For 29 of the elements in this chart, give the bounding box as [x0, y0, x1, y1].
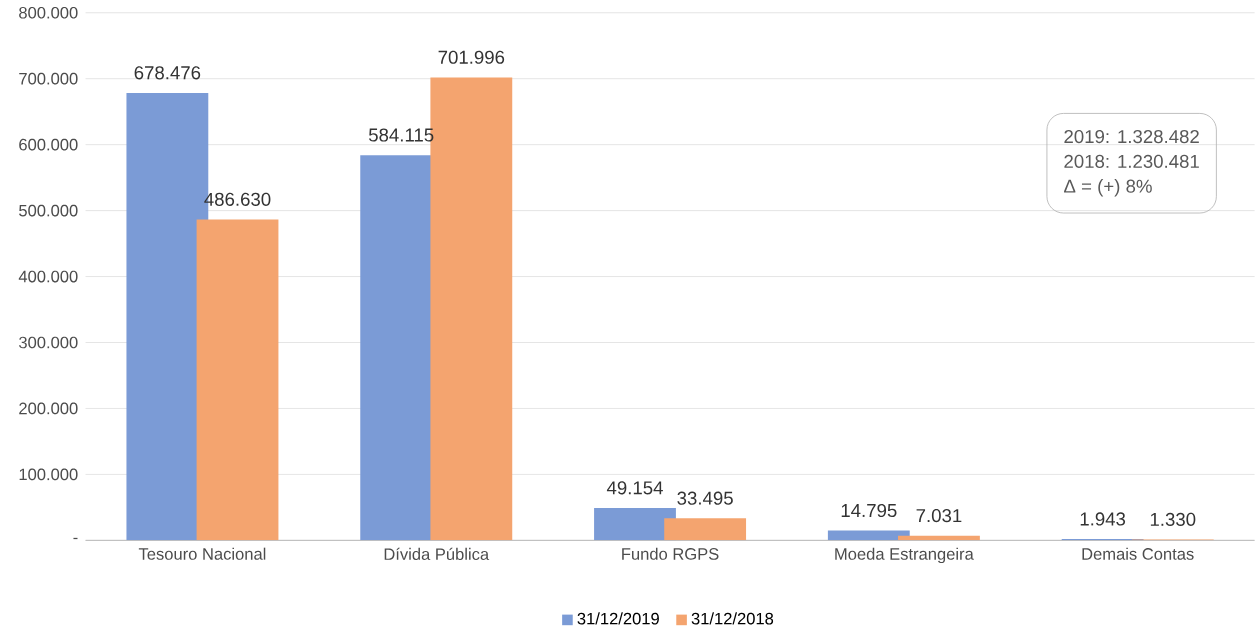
data-label: 1.943: [1080, 512, 1126, 526]
x-tick-label: Moeda Estrangeira: [835, 547, 974, 564]
y-tick-label: 600.000: [19, 138, 78, 151]
bar: [196, 219, 279, 541]
y-tick-label: 300.000: [19, 336, 78, 349]
x-tick-label: Dívida Pública: [384, 547, 490, 561]
legend-label: 31/12/2019: [577, 612, 659, 625]
y-tick-label: 200.000: [19, 402, 78, 415]
data-label: 49.154: [606, 481, 663, 495]
x-tick-label: Demais Contas: [1082, 547, 1194, 560]
legend-label: 31/12/2018: [691, 612, 774, 625]
y-tick-label: 100.000: [19, 468, 78, 481]
annotation: 2019: 1.328.482: [1064, 130, 1199, 144]
data-label: 14.795: [841, 504, 897, 518]
data-label: 1.330: [1150, 512, 1196, 527]
annotation: 2018: 1.230.481: [1064, 154, 1199, 169]
x-tick-label: Fundo RGPS: [622, 547, 719, 560]
data-label: 701.996: [438, 50, 505, 64]
annotation: Δ = (+) 8%: [1064, 179, 1152, 197]
y-tick-label: 500.000: [19, 204, 78, 217]
data-label: 33.495: [677, 491, 733, 505]
x-tick-label: Tesouro Nacional: [138, 547, 266, 560]
y-tick-label: 700.000: [19, 72, 78, 85]
y-tick-label: 800.000: [19, 7, 78, 19]
bar: [664, 518, 747, 541]
data-label: 7.031: [916, 509, 962, 523]
y-tick-label: -: [73, 537, 78, 540]
data-label: 678.476: [134, 66, 201, 80]
y-tick-label: 400.000: [18, 270, 78, 283]
